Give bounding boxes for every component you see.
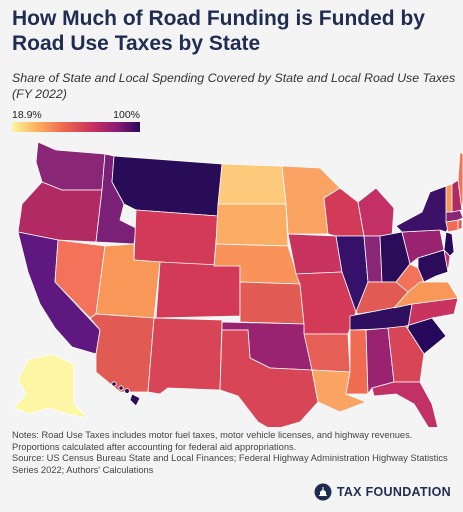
tax-foundation-logo: TAX FOUNDATION [314, 482, 451, 502]
state-alaska[interactable] [13, 353, 89, 419]
state-montana[interactable] [111, 155, 223, 217]
capitol-dome-icon [314, 483, 332, 501]
state-arizona[interactable] [89, 313, 155, 393]
us-choropleth-map [13, 141, 463, 427]
legend-gradient-bar [12, 122, 140, 132]
state-colorado[interactable] [155, 261, 241, 319]
notes-block: Notes: Road Use Taxes includes motor fue… [12, 430, 456, 476]
legend-labels: 18.9% 100% [12, 108, 140, 122]
state-rhode-island[interactable] [457, 219, 463, 231]
state-michigan[interactable] [357, 187, 395, 237]
state-washington[interactable] [35, 141, 106, 191]
state-wyoming[interactable] [133, 209, 219, 267]
notes-text: Notes: Road Use Taxes includes motor fue… [12, 430, 413, 452]
page-subtitle: Share of State and Local Spending Covere… [12, 71, 456, 101]
legend-min-label: 18.9% [12, 109, 42, 121]
brand-name: TAX FOUNDATION [336, 485, 451, 499]
legend-max-label: 100% [113, 109, 140, 121]
state-arkansas[interactable] [303, 333, 351, 373]
state-new-mexico[interactable] [147, 317, 223, 395]
page-title: How Much of Road Funding is Funded by Ro… [12, 7, 425, 55]
state-kansas[interactable] [239, 281, 305, 325]
state-wisconsin[interactable] [323, 187, 365, 237]
state-new-york[interactable] [395, 185, 453, 233]
state-hawaii[interactable] [111, 381, 141, 407]
state-mississippi[interactable] [345, 329, 369, 395]
state-new-jersey[interactable] [443, 231, 455, 257]
state-florida[interactable] [371, 381, 439, 427]
state-oregon[interactable] [17, 181, 103, 243]
source-text: Source: US Census Bureau State and Local… [12, 453, 448, 475]
state-iowa[interactable] [287, 233, 343, 275]
state-texas[interactable] [219, 329, 319, 427]
color-legend: 18.9% 100% [12, 108, 140, 132]
state-vermont[interactable] [445, 183, 453, 213]
state-maine[interactable] [457, 151, 463, 211]
state-south-dakota[interactable] [215, 203, 289, 247]
state-north-dakota[interactable] [217, 163, 287, 205]
